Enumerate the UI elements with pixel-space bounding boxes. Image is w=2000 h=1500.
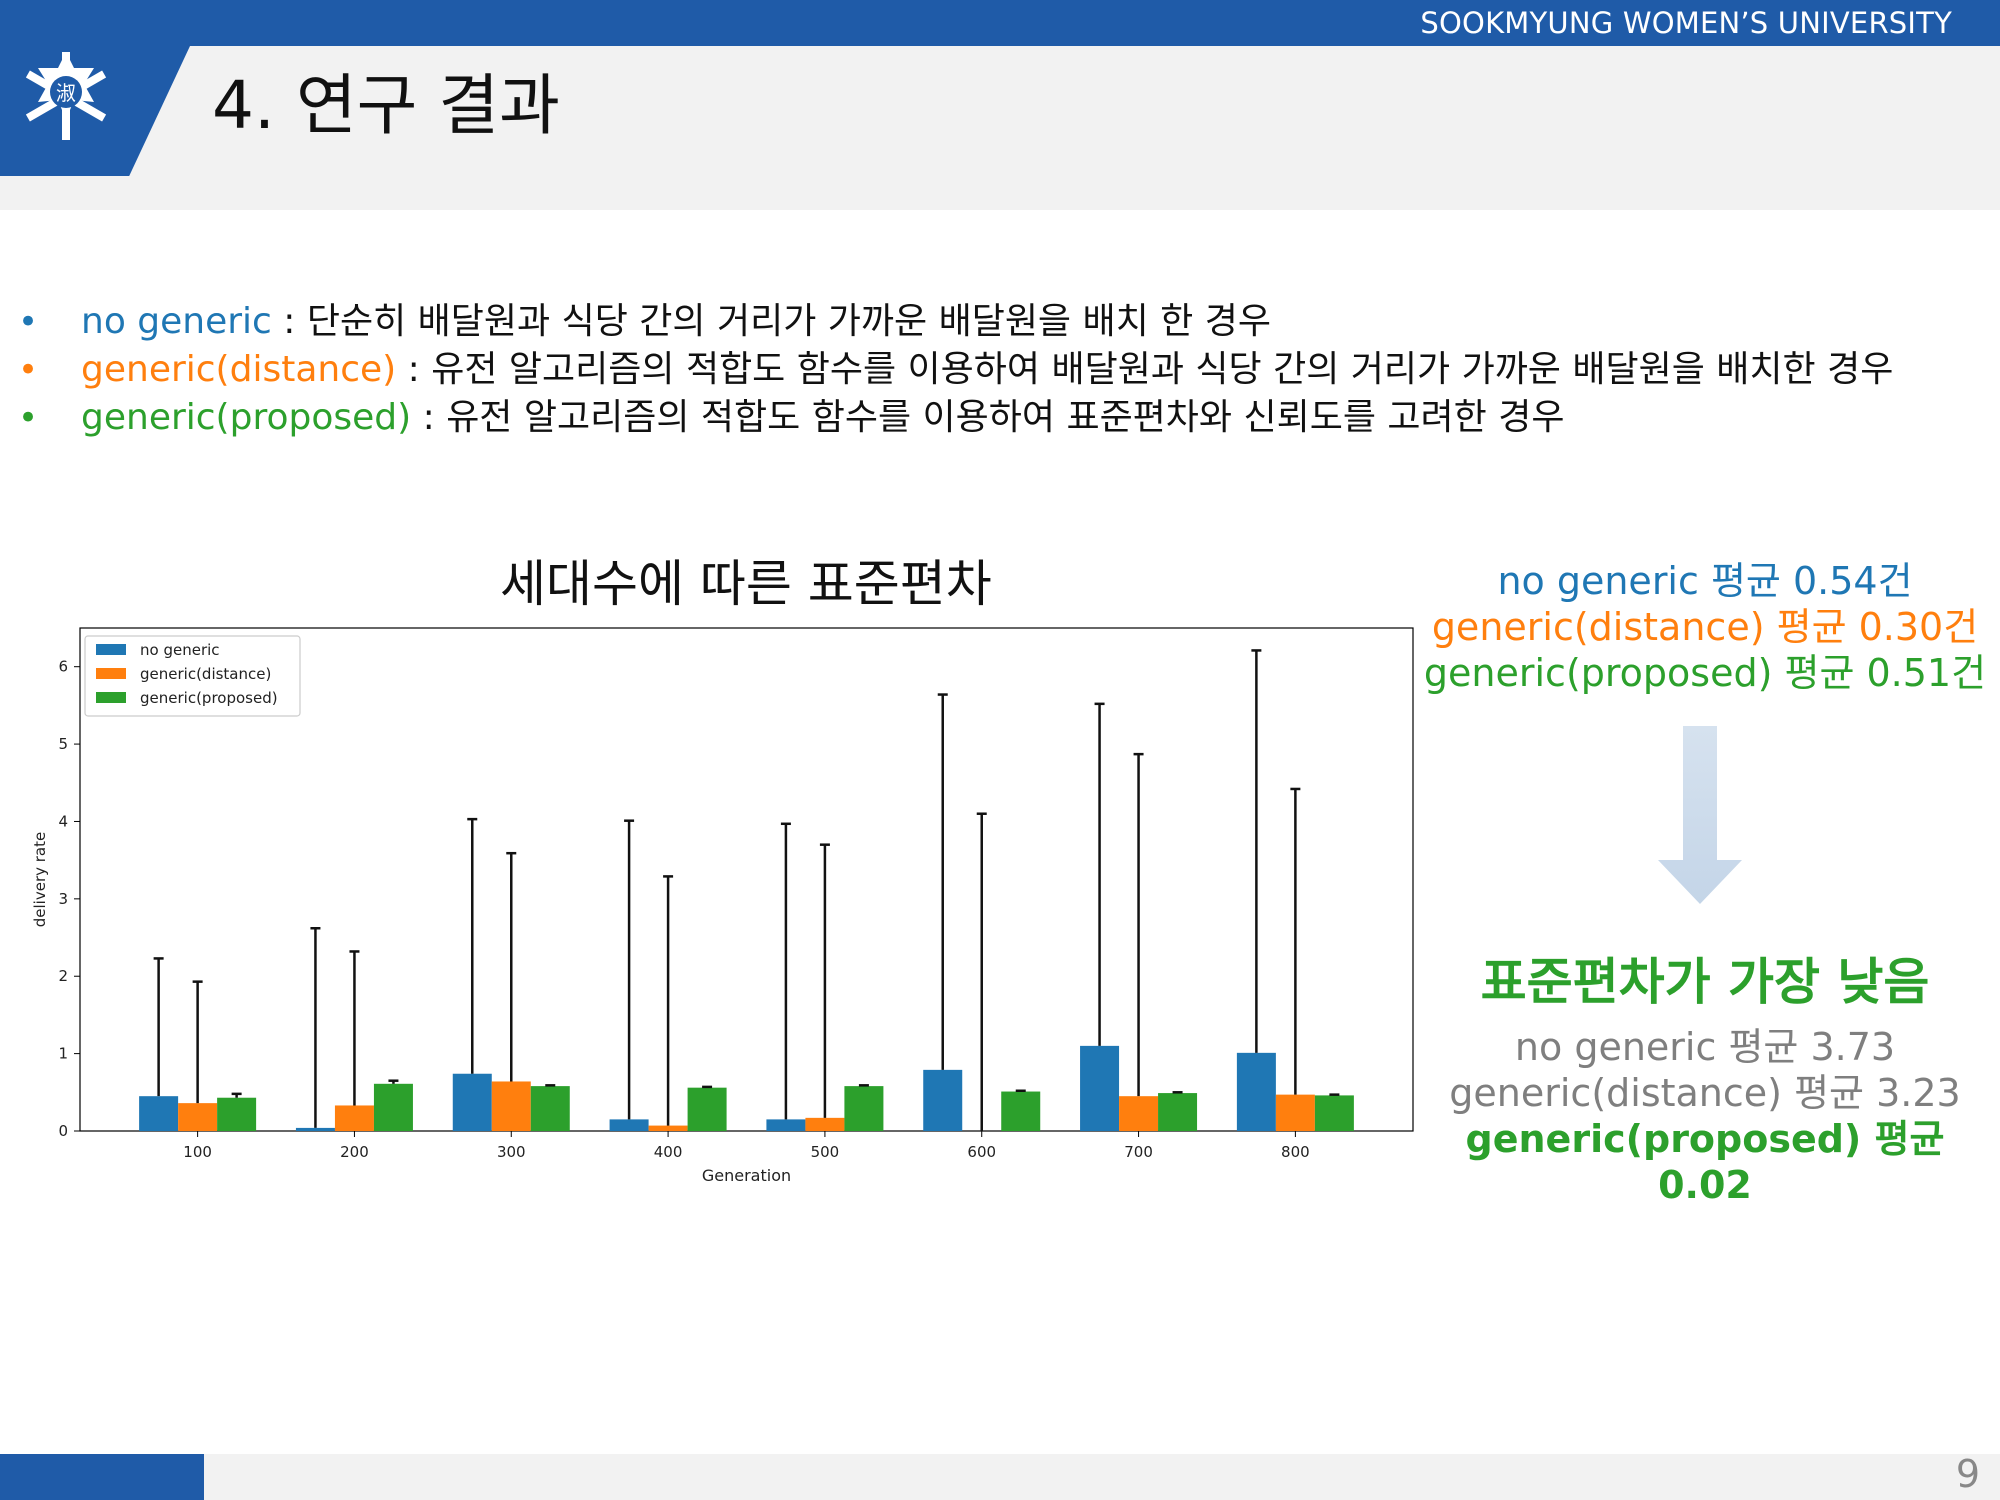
university-name: SOOKMYUNG WOMEN’S UNIVERSITY	[1420, 6, 1952, 40]
bar-generic-proposed-	[1314, 1095, 1354, 1131]
bullet-text: : 단순히 배달원과 식당 간의 거리가 가까운 배달원을 배치 한 경우	[271, 301, 1271, 342]
chart-title: 세대수에 따른 표준편차	[500, 555, 992, 613]
y-axis-label: delivery rate	[31, 832, 49, 927]
std-line-generic-distance: generic(distance) 평균 3.23	[1449, 1071, 1961, 1115]
y-tick-label: 2	[58, 967, 68, 985]
snowflake-logo-icon: 淑	[25, 52, 107, 140]
legend-swatch	[96, 668, 126, 679]
bullet-label: generic(distance)	[81, 349, 397, 390]
down-arrow-icon	[1658, 726, 1742, 904]
bar-generic-proposed-	[1158, 1093, 1198, 1131]
std-line-no-generic: no generic 평균 3.73	[1514, 1025, 1896, 1069]
bar-generic-proposed-	[530, 1086, 570, 1131]
plot-frame	[79, 627, 1414, 1132]
bar-generic-distance-	[491, 1081, 531, 1131]
std-line-generic-proposed: generic(proposed) 평균 0.02	[1465, 1117, 1945, 1207]
page-number: 9	[1955, 1452, 1980, 1496]
legend-label: generic(distance)	[140, 665, 271, 683]
bar-generic-proposed-	[687, 1087, 727, 1131]
legend-label: no generic	[140, 641, 220, 659]
footer-bar	[0, 1454, 2000, 1500]
bar-generic-distance-	[334, 1105, 374, 1131]
bullet-label: no generic	[81, 301, 272, 342]
bar-no-generic	[766, 1119, 806, 1131]
std-stats: no generic 평균 3.73 generic(distance) 평균 …	[1420, 1024, 1990, 1208]
bullet-no-generic: • no generic : 단순히 배달원과 식당 간의 거리가 가까운 배달…	[18, 298, 1998, 346]
bullet-text: : 유전 알고리즘의 적합도 함수를 이용하여 표준편차와 신뢰도를 고려한 경…	[411, 397, 1565, 438]
y-tick-label: 6	[58, 658, 68, 676]
stat-line-no-generic: no generic 평균 0.54건	[1497, 559, 1913, 603]
x-tick-label: 400	[654, 1143, 683, 1161]
bar-generic-distance-	[648, 1125, 688, 1131]
bar-generic-distance-	[178, 1103, 218, 1131]
bar-generic-distance-	[805, 1117, 845, 1131]
bar-no-generic	[609, 1119, 649, 1131]
bullet-generic-proposed: • generic(proposed) : 유전 알고리즘의 적합도 함수를 이…	[18, 394, 1998, 442]
legend-swatch	[96, 644, 126, 655]
legend-label: generic(proposed)	[140, 689, 278, 707]
x-tick-label: 200	[340, 1143, 369, 1161]
stat-line-generic-distance: generic(distance) 평균 0.30건	[1431, 605, 1979, 649]
bar-generic-proposed-	[844, 1086, 884, 1131]
title-band	[0, 46, 2000, 210]
bar-no-generic	[1080, 1045, 1120, 1131]
bullet-generic-distance: • generic(distance) : 유전 알고리즘의 적합도 함수를 이…	[18, 346, 1998, 394]
y-tick-label: 0	[58, 1122, 68, 1140]
logo-text: 淑	[56, 81, 76, 105]
x-tick-label: 600	[967, 1143, 996, 1161]
bullet-label: generic(proposed)	[81, 397, 412, 438]
page-title: 4. 연구 결과	[212, 67, 560, 144]
x-tick-label: 100	[183, 1143, 212, 1161]
conclusion-text: 표준편차가 가장 낮음	[1480, 953, 1930, 1011]
x-tick-label: 300	[497, 1143, 526, 1161]
bullet-dot: •	[18, 350, 39, 390]
bullet-dot: •	[18, 302, 39, 342]
bar-generic-proposed-	[1001, 1091, 1041, 1131]
legend-swatch	[96, 692, 126, 703]
y-tick-label: 1	[58, 1045, 68, 1063]
bullet-text: : 유전 알고리즘의 적합도 함수를 이용하여 배달원과 식당 간의 거리가 가…	[396, 349, 1894, 390]
bar-generic-proposed-	[217, 1097, 257, 1131]
y-tick-label: 5	[58, 735, 68, 753]
x-tick-label: 800	[1281, 1143, 1310, 1161]
x-axis-label: Generation	[702, 1166, 791, 1185]
bar-no-generic	[923, 1069, 963, 1131]
bar-chart: 0 1 2 3 4 5 6 delivery rate 100 200 300 400 500 600 70…	[31, 627, 1414, 1185]
bar-no-generic	[295, 1127, 335, 1131]
university-logo: 淑	[0, 46, 190, 176]
legend-bullet-list: • no generic : 단순히 배달원과 식당 간의 거리가 가까운 배달…	[18, 298, 1998, 442]
bar-no-generic	[1236, 1052, 1276, 1131]
stat-line-generic-proposed: generic(proposed) 평균 0.51건	[1423, 651, 1987, 695]
bullet-dot: •	[18, 398, 39, 438]
footer-accent	[0, 1454, 204, 1500]
bar-generic-distance-	[1275, 1094, 1315, 1131]
legend-box	[84, 635, 301, 717]
y-tick-label: 3	[58, 890, 68, 908]
x-tick-label: 700	[1124, 1143, 1153, 1161]
bar-no-generic	[452, 1073, 492, 1131]
mean-count-stats: no generic 평균 0.54건 generic(distance) 평균…	[1420, 558, 1990, 696]
header-bar: SOOKMYUNG WOMEN’S UNIVERSITY	[0, 0, 2000, 46]
y-tick-label: 4	[58, 812, 68, 830]
x-tick-label: 500	[811, 1143, 840, 1161]
bar-generic-distance-	[1119, 1096, 1159, 1131]
bar-generic-proposed-	[373, 1083, 413, 1131]
bar-no-generic	[139, 1096, 179, 1131]
